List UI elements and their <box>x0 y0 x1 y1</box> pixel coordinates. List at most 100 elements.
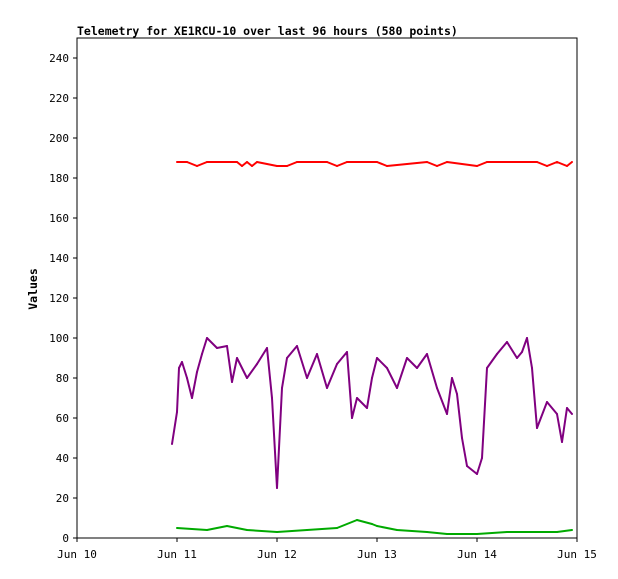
series-1-point <box>296 345 298 347</box>
series-2-point <box>371 523 373 525</box>
y-tick-label: 60 <box>56 412 69 425</box>
series-1-point <box>526 337 528 339</box>
series-1-point <box>346 351 348 353</box>
x-tick-label: Jun 11 <box>157 548 197 561</box>
series-0-point <box>566 165 568 167</box>
series-1-point <box>376 357 378 359</box>
y-tick-label: 80 <box>56 372 69 385</box>
series-0-point <box>546 165 548 167</box>
series-1-point <box>366 407 368 409</box>
series-0-point <box>251 165 253 167</box>
series-0-point <box>236 161 238 163</box>
series-2-point <box>226 525 228 527</box>
series-0-point <box>426 161 428 163</box>
series-1-point <box>546 401 548 403</box>
series-2-point <box>206 529 208 531</box>
series-1-point <box>416 367 418 369</box>
series-0-point <box>486 161 488 163</box>
series-1-point <box>236 357 238 359</box>
y-tick-label: 0 <box>62 532 69 545</box>
x-tick-label: Jun 14 <box>457 548 497 561</box>
series-1-point <box>451 377 453 379</box>
series-2-point <box>246 529 248 531</box>
series-0-point <box>186 161 188 163</box>
x-tick-label: Jun 15 <box>557 548 597 561</box>
series-1-point <box>246 377 248 379</box>
series-0-point <box>196 165 198 167</box>
series-2-point <box>426 531 428 533</box>
series-0-point <box>176 161 178 163</box>
series-2-point <box>356 519 358 521</box>
series-1-point <box>206 337 208 339</box>
series-1-point <box>571 413 573 415</box>
y-tick-label: 160 <box>49 212 69 225</box>
series-1-point <box>466 465 468 467</box>
series-1-point <box>561 441 563 443</box>
series-2-point <box>396 529 398 531</box>
plot-area <box>76 37 578 539</box>
series-0-point <box>386 165 388 167</box>
series-1-point <box>171 443 173 445</box>
series-2-point <box>571 529 573 531</box>
series-1-point <box>456 393 458 395</box>
series-0-point <box>556 161 558 163</box>
series-1-point <box>436 387 438 389</box>
series-0-point <box>326 161 328 163</box>
series-1-point <box>286 357 288 359</box>
y-tick-label: 100 <box>49 332 69 345</box>
series-1-point <box>201 353 203 355</box>
series-1-point <box>461 437 463 439</box>
chart-title: Telemetry for XE1RCU-10 over last 96 hou… <box>77 24 458 38</box>
series-0-point <box>336 165 338 167</box>
series-1-point <box>556 413 558 415</box>
y-axis: 0 20 40 60 80 100 120 140 160 180 200 220 240 <box>49 52 77 545</box>
series-1-point <box>476 473 478 475</box>
series-0-point <box>256 161 258 163</box>
series-1-point <box>281 387 283 389</box>
series-1-point <box>216 347 218 349</box>
series-1-point <box>191 397 193 399</box>
series-0-point <box>476 165 478 167</box>
series-1-point <box>446 413 448 415</box>
series-line-2 <box>176 519 573 535</box>
series-0-point <box>376 161 378 163</box>
x-tick-label: Jun 10 <box>57 548 97 561</box>
series-0-point <box>446 161 448 163</box>
series-1-point <box>336 363 338 365</box>
x-tick-label: Jun 12 <box>257 548 297 561</box>
series-1-point <box>256 363 258 365</box>
series-0-point <box>436 165 438 167</box>
series-1-point <box>226 345 228 347</box>
series-2-point <box>446 533 448 535</box>
y-tick-label: 20 <box>56 492 69 505</box>
series-2-point <box>336 527 338 529</box>
series-0-point <box>571 161 573 163</box>
series-0-point <box>276 165 278 167</box>
x-axis: Jun 10 Jun 11 Jun 12 Jun 13 Jun 14 Jun 15 <box>57 538 597 561</box>
series-1-point <box>326 387 328 389</box>
series-1-point <box>176 411 178 413</box>
series-1-point <box>186 377 188 379</box>
series-2-point <box>276 531 278 533</box>
series-1-point <box>266 347 268 349</box>
y-axis-label: Values <box>26 268 40 310</box>
series-1-point <box>316 353 318 355</box>
y-tick-label: 200 <box>49 132 69 145</box>
series-0-point <box>536 161 538 163</box>
series-1-point <box>351 417 353 419</box>
series-1-point <box>481 457 483 459</box>
series-2-point <box>176 527 178 529</box>
series-1-point <box>426 353 428 355</box>
series-2-point <box>476 533 478 535</box>
series-2-point <box>536 531 538 533</box>
series-1-point <box>386 367 388 369</box>
series-1-point <box>536 427 538 429</box>
x-tick-label: Jun 13 <box>357 548 397 561</box>
y-tick-label: 120 <box>49 292 69 305</box>
series-1-point <box>566 407 568 409</box>
y-tick-label: 240 <box>49 52 69 65</box>
series-1-point <box>231 381 233 383</box>
series-0-point <box>286 165 288 167</box>
y-tick-label: 220 <box>49 92 69 105</box>
